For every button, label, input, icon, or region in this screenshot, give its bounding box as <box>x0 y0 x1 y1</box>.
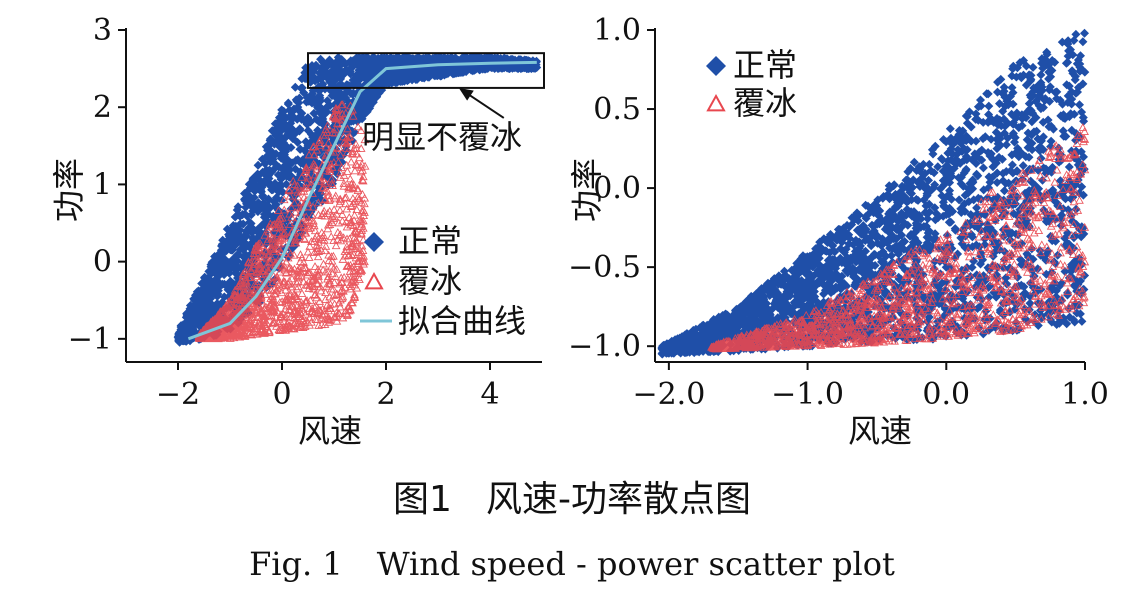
x-tick-label: −2 <box>156 377 200 412</box>
left-scatter-points <box>173 52 542 347</box>
x-tick-label: 0.0 <box>922 377 970 412</box>
left-legend-fit-label: 拟合曲线 <box>398 302 526 340</box>
right-legend-normal-marker <box>706 56 726 76</box>
right-x-axis-label: 风速 <box>848 412 912 450</box>
left-legend-icing-label: 覆冰 <box>398 262 462 300</box>
right-series-icing <box>707 123 1090 353</box>
x-tick-label: 2 <box>376 377 395 412</box>
right-y-axis-label: 功率 <box>568 158 606 222</box>
left-annotation-arrowhead <box>458 87 474 101</box>
left-annotation-text: 明显不覆冰 <box>362 118 522 156</box>
scatter-marks <box>707 123 1090 353</box>
caption-cn-label: 图1 <box>393 479 452 520</box>
y-tick-label: 2 <box>93 90 112 125</box>
left-y-axis-label: 功率 <box>50 158 88 222</box>
left-fit-curve <box>187 60 537 341</box>
figure-caption-en: Fig. 1 Wind speed - power scatter plot <box>0 545 1144 583</box>
y-tick-label: 1 <box>93 167 112 202</box>
y-tick-label: 1.0 <box>593 13 641 48</box>
left-x-axis-label: 风速 <box>298 412 362 450</box>
y-tick-label: 0.0 <box>593 171 641 206</box>
x-tick-label: 0 <box>272 377 291 412</box>
figure-caption-cn: 图1 风速-功率散点图 <box>0 470 1144 522</box>
scatter-marks <box>194 100 370 343</box>
right-legend: 正常 覆冰 <box>706 46 797 122</box>
y-tick-label: 0 <box>93 245 112 280</box>
y-tick-label: −0.5 <box>568 250 641 285</box>
x-tick-label: 1.0 <box>1061 377 1109 412</box>
left-tick-labels: −2 0 2 4 −1 0 1 2 3 <box>68 13 500 412</box>
left-annotation-arrow <box>464 91 505 119</box>
chart-right: −2.0 −1.0 0.0 1.0 −1.0 −0.5 0.0 0.5 1.0 风速 功率 正常… <box>568 13 1109 450</box>
left-legend-icing-marker <box>364 271 384 290</box>
y-tick-label: 3 <box>93 13 112 48</box>
left-annotation-box <box>307 52 545 89</box>
x-tick-label: −1.0 <box>771 377 844 412</box>
right-axes <box>647 28 1086 370</box>
right-legend-icing-marker <box>706 93 726 112</box>
caption-en-title: Wind speed - power scatter plot <box>376 545 895 583</box>
right-legend-normal-label: 正常 <box>733 46 797 84</box>
left-legend: 正常 覆冰 拟合曲线 <box>360 222 526 340</box>
left-series-icing <box>194 100 370 343</box>
caption-en-label: Fig. 1 <box>249 545 343 583</box>
y-tick-label: 0.5 <box>593 92 641 127</box>
right-series-normal <box>657 28 1090 359</box>
x-tick-label: −2.0 <box>632 377 705 412</box>
left-legend-normal-marker <box>364 232 384 252</box>
y-tick-label: −1.0 <box>568 329 641 364</box>
chart-left: −2 0 2 4 −1 0 1 2 3 风速 功率 明显不覆冰 正常 覆冰 拟合曲线 <box>50 13 545 450</box>
y-tick-label: −1 <box>68 322 112 357</box>
scatter-marks <box>657 28 1090 359</box>
x-tick-label: 4 <box>480 377 499 412</box>
right-legend-icing-label: 覆冰 <box>733 84 797 122</box>
left-axes <box>118 28 542 370</box>
right-scatter-points <box>657 28 1090 359</box>
right-tick-labels: −2.0 −1.0 0.0 1.0 −1.0 −0.5 0.0 0.5 1.0 <box>568 13 1109 412</box>
left-legend-normal-label: 正常 <box>398 222 462 260</box>
caption-cn-title: 风速-功率散点图 <box>485 479 751 520</box>
